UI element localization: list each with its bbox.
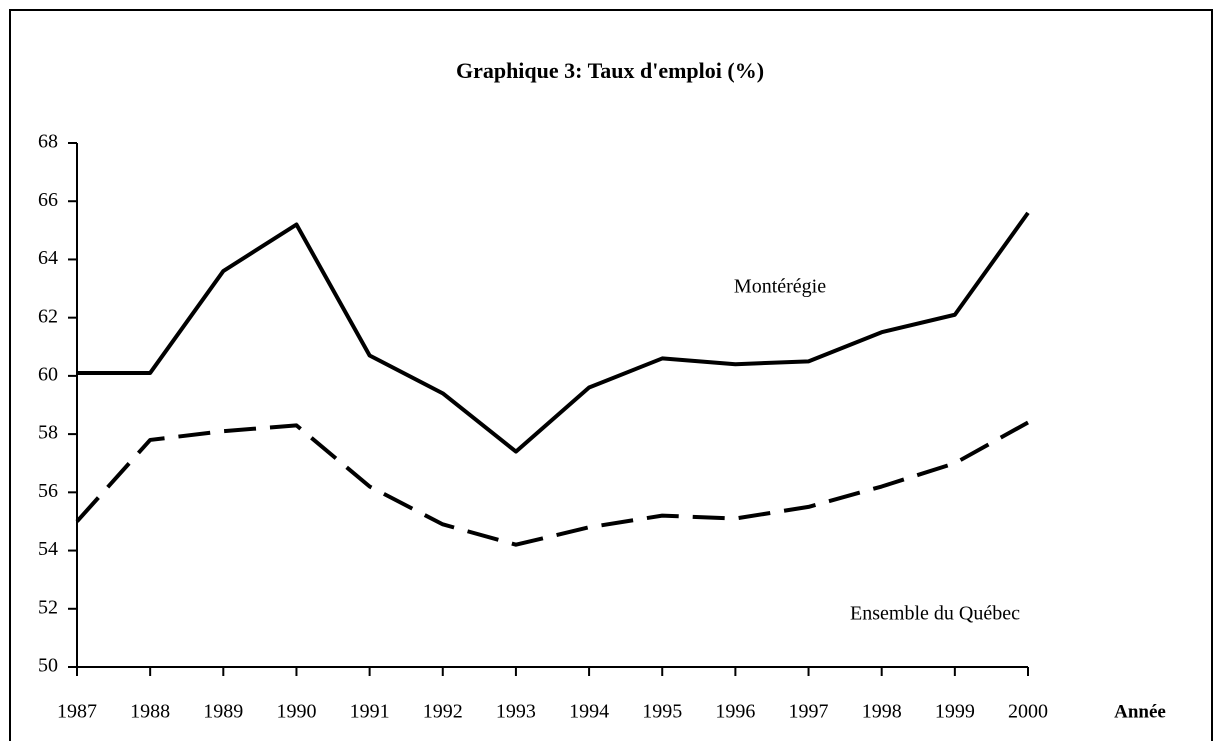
x-tick-label: 2000 — [1008, 701, 1048, 723]
series-line — [75, 420, 1029, 547]
y-tick-label: 52 — [38, 596, 58, 618]
series-label: Montérégie — [734, 276, 826, 298]
x-tick-label: 1997 — [789, 701, 829, 723]
y-tick-label: 60 — [38, 363, 58, 385]
y-tick-label: 50 — [38, 655, 58, 677]
y-tick-label: 58 — [38, 422, 58, 444]
x-tick-label: 1998 — [862, 701, 902, 723]
x-axis-label: Année — [1114, 701, 1166, 722]
y-tick-label: 62 — [38, 305, 58, 327]
frame — [9, 9, 1213, 741]
x-tick-label: 1999 — [935, 701, 975, 723]
series-line — [77, 211, 1030, 454]
y-tick-label: 66 — [38, 189, 58, 211]
y-tick-label: 56 — [38, 480, 58, 502]
x-tick-label: 1987 — [57, 701, 97, 723]
chart-title: Graphique 3: Taux d'emploi (%) — [456, 58, 764, 83]
x-tick-label: 1996 — [715, 701, 755, 723]
y-tick-label: 68 — [38, 131, 58, 153]
x-tick-label: 1989 — [203, 701, 243, 723]
y-tick-label: 64 — [38, 247, 58, 269]
series-label: Ensemble du Québec — [850, 603, 1020, 625]
x-tick-label: 1994 — [569, 701, 609, 723]
x-tick-label: 1992 — [423, 701, 463, 723]
x-tick-label: 1995 — [642, 701, 682, 723]
x-tick-label: 1993 — [496, 701, 536, 723]
x-tick-label: 1990 — [276, 701, 316, 723]
x-tick-label: 1991 — [350, 701, 390, 723]
y-tick-label: 54 — [38, 538, 58, 560]
x-tick-label: 1988 — [130, 701, 170, 723]
